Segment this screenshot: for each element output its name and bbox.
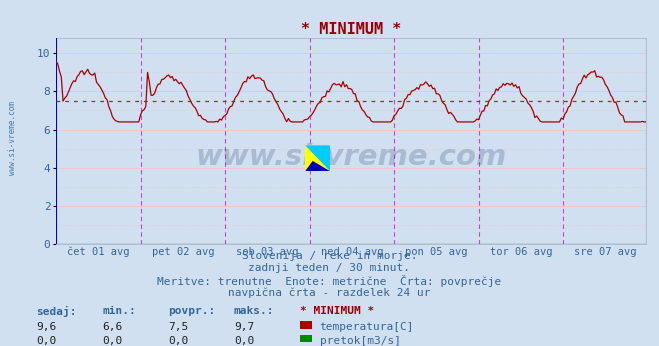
Text: 0,0: 0,0 [168,336,188,346]
Bar [300,321,312,329]
Text: www.si-vreme.com: www.si-vreme.com [195,144,507,172]
Text: pretok[m3/s]: pretok[m3/s] [320,336,401,346]
Polygon shape [305,161,330,171]
Text: www.si-vreme.com: www.si-vreme.com [8,101,17,175]
Text: 0,0: 0,0 [102,336,123,346]
Text: 9,6: 9,6 [36,322,57,333]
Text: sedaj:: sedaj: [36,306,76,317]
Bar [300,335,312,342]
Text: temperatura[C]: temperatura[C] [320,322,414,333]
Text: maks.:: maks.: [234,306,274,316]
Text: 6,6: 6,6 [102,322,123,333]
Text: Meritve: trenutne  Enote: metrične  Črta: povprečje: Meritve: trenutne Enote: metrične Črta: … [158,275,501,287]
Text: 0,0: 0,0 [36,336,57,346]
Text: 9,7: 9,7 [234,322,254,333]
Title: * MINIMUM *: * MINIMUM * [301,22,401,37]
Text: Slovenija / reke in morje.: Slovenija / reke in morje. [242,251,417,261]
Text: min.:: min.: [102,306,136,316]
Text: 7,5: 7,5 [168,322,188,333]
Text: * MINIMUM *: * MINIMUM * [300,306,374,316]
Text: povpr.:: povpr.: [168,306,215,316]
Text: navpična črta - razdelek 24 ur: navpična črta - razdelek 24 ur [228,287,431,298]
Text: 0,0: 0,0 [234,336,254,346]
Polygon shape [305,145,330,171]
Text: zadnji teden / 30 minut.: zadnji teden / 30 minut. [248,263,411,273]
